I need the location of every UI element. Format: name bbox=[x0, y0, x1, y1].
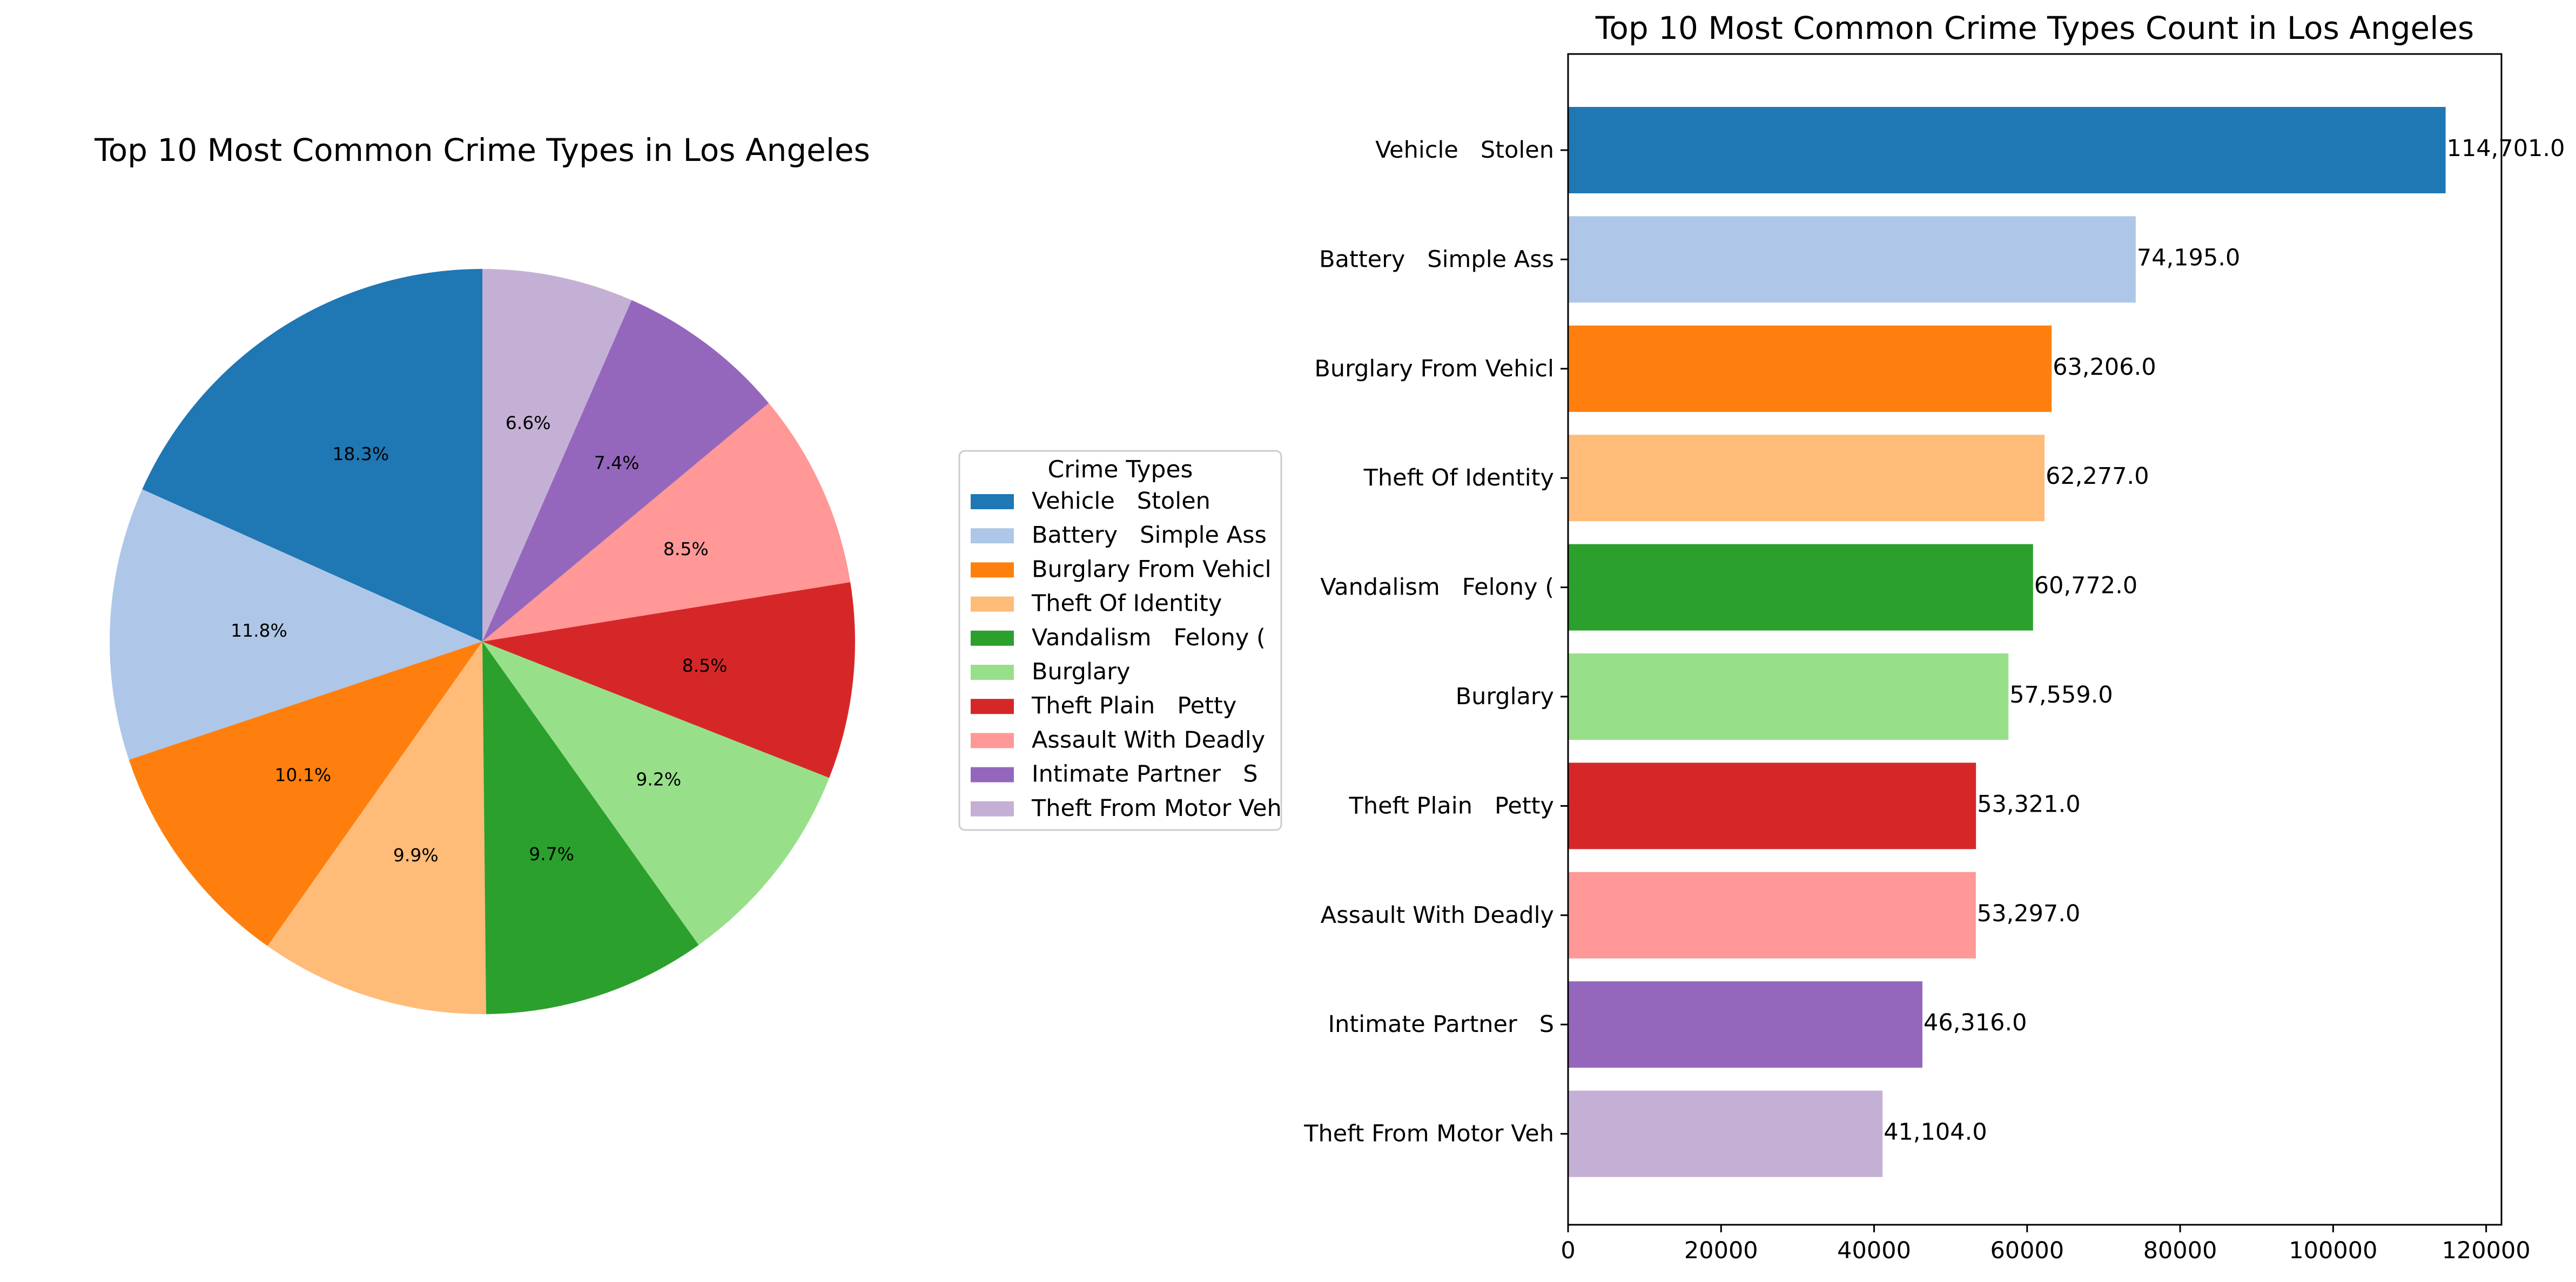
legend-title: Crime Types bbox=[1048, 456, 1193, 483]
legend-label: Theft Of Identity bbox=[1031, 590, 1222, 617]
bar-value-label: 46,316.0 bbox=[1923, 1009, 2027, 1036]
bar-vehicle-stolen bbox=[1568, 107, 2446, 193]
bar-category-label: Burglary bbox=[1456, 683, 1554, 710]
legend-swatch bbox=[971, 767, 1014, 782]
legend-label: Assault With Deadly bbox=[1032, 726, 1265, 753]
legend-swatch bbox=[971, 801, 1014, 817]
legend-swatch bbox=[971, 665, 1014, 680]
x-axis-ticks: 0 20000 40000 60000 80000 100000 120000 bbox=[1561, 1225, 2531, 1264]
pie-percent-label: 9.9% bbox=[393, 845, 439, 866]
x-tick-label: 20000 bbox=[1684, 1237, 1758, 1264]
pie-percent-label: 7.4% bbox=[594, 452, 640, 473]
bar-value-label: 41,104.0 bbox=[1884, 1119, 1987, 1146]
legend-label: Battery Simple Ass bbox=[1032, 522, 1267, 549]
legend: Crime Types Vehicle Stolen Battery Simple… bbox=[958, 450, 1282, 831]
legend-label: Burglary From Vehicl bbox=[1032, 556, 1272, 583]
pie-percent-label: 18.3% bbox=[332, 443, 389, 464]
bar-theft-of-identity bbox=[1568, 435, 2045, 522]
legend-label: Intimate Partner S bbox=[1032, 761, 1258, 788]
x-tick-label: 60000 bbox=[1990, 1237, 2064, 1264]
legend-label: Vehicle Stolen bbox=[1032, 488, 1210, 515]
pie-percent-label: 11.8% bbox=[231, 620, 287, 641]
legend-swatch bbox=[971, 494, 1014, 509]
bar-category-label: Burglary From Vehicl bbox=[1314, 355, 1554, 382]
pie-percent-labels: 18.3% 11.8% 10.1% 9.9% 9.7% 9.2% 8.5% 8.5% 7.4% 6… bbox=[231, 412, 727, 865]
bar-value-label: 74,195.0 bbox=[2137, 244, 2240, 271]
bar-category-label: Vandalism Felony ( bbox=[1320, 574, 1554, 601]
legend-swatch bbox=[971, 699, 1014, 714]
pie-slice-battery-simple-ass bbox=[110, 489, 482, 760]
bar-category-label: Intimate Partner S bbox=[1328, 1011, 1554, 1038]
legend-items: Vehicle Stolen Battery Simple Ass Burglary… bbox=[971, 488, 1282, 822]
x-tick-label: 0 bbox=[1561, 1237, 1575, 1264]
bar-category-label: Theft Of Identity bbox=[1363, 464, 1554, 491]
bar-marks bbox=[1568, 107, 2446, 1177]
bar-value-label: 62,277.0 bbox=[2046, 463, 2149, 490]
bar-burglary-from-vehicl bbox=[1568, 325, 2052, 412]
pie-slice-theft-plain-petty bbox=[482, 582, 856, 778]
pie-slice-burglary bbox=[482, 642, 830, 945]
legend-label: Theft From Motor Veh bbox=[1031, 795, 1282, 822]
pie-percent-label: 9.7% bbox=[529, 844, 574, 865]
pie-percent-label: 8.5% bbox=[663, 538, 709, 559]
pie-percent-label: 8.5% bbox=[682, 655, 728, 676]
x-tick-label: 80000 bbox=[2143, 1237, 2217, 1264]
bar-theft-plain-petty bbox=[1568, 763, 1976, 849]
bar-value-label: 60,772.0 bbox=[2034, 572, 2137, 599]
pie-slice-theft-from-motor-veh bbox=[482, 269, 632, 642]
x-tick-label: 40000 bbox=[1837, 1237, 1911, 1264]
legend-frame bbox=[958, 450, 1282, 831]
pie-percent-label: 6.6% bbox=[506, 412, 551, 433]
legend-swatch bbox=[971, 528, 1014, 544]
bar-vandalism-felony bbox=[1568, 544, 2033, 631]
bar-value-labels: 114,701.0 74,195.0 63,206.0 62,277.0 60,772.… bbox=[1884, 135, 2565, 1146]
pie-slice-vehicle-stolen bbox=[142, 269, 483, 642]
bar-theft-from-motor-veh bbox=[1568, 1090, 1883, 1177]
bar-category-label: Vehicle Stolen bbox=[1375, 137, 1554, 164]
bar-category-label: Theft Plain Petty bbox=[1349, 792, 1554, 819]
legend-swatch bbox=[971, 562, 1014, 578]
pie-slice-vandalism-felony bbox=[482, 642, 699, 1014]
bar-chart: Top 10 Most Common Crime Types Count in … bbox=[1303, 10, 2565, 1264]
bar-category-label: Battery Simple Ass bbox=[1319, 246, 1554, 273]
legend-label: Theft Plain Petty bbox=[1031, 692, 1236, 719]
legend-swatch bbox=[971, 733, 1014, 748]
bar-category-label: Assault With Deadly bbox=[1321, 902, 1554, 929]
bar-value-label: 53,321.0 bbox=[1977, 791, 2080, 818]
bar-assault-with-deadly bbox=[1568, 872, 1976, 959]
legend-label: Burglary bbox=[1032, 658, 1130, 685]
pie-slice-theft-of-identity bbox=[267, 642, 486, 1014]
bar-value-label: 57,559.0 bbox=[2009, 682, 2113, 709]
pie-slice-intimate-partner-s bbox=[482, 300, 769, 642]
legend-label: Vandalism Felony ( bbox=[1032, 624, 1266, 651]
pie-slice-burglary-from-vehicl bbox=[129, 642, 482, 946]
bar-axes-frame bbox=[1567, 53, 2503, 1226]
bar-title: Top 10 Most Common Crime Types Count in … bbox=[1595, 10, 2474, 46]
bar-value-label: 53,297.0 bbox=[1977, 900, 2080, 927]
bar-burglary bbox=[1568, 653, 2009, 740]
pie-slice-assault-with-deadly bbox=[482, 403, 851, 642]
pie-percent-label: 9.2% bbox=[636, 768, 681, 790]
pie-title: Top 10 Most Common Crime Types in Los An… bbox=[94, 132, 870, 168]
bar-category-label: Theft From Motor Veh bbox=[1303, 1121, 1554, 1148]
bar-intimate-partner-s bbox=[1568, 981, 1922, 1068]
legend-swatch bbox=[971, 630, 1014, 646]
bar-value-label: 114,701.0 bbox=[2447, 135, 2565, 162]
legend-swatch bbox=[971, 596, 1014, 612]
pie-percent-label: 10.1% bbox=[274, 765, 331, 786]
bar-value-label: 63,206.0 bbox=[2053, 354, 2156, 381]
pie-slices bbox=[110, 269, 856, 1014]
pie-chart: Top 10 Most Common Crime Types in Los An… bbox=[94, 132, 870, 1014]
x-tick-label: 100000 bbox=[2289, 1237, 2377, 1264]
bar-category-labels: Vehicle Stolen Battery Simple Ass Burglary… bbox=[1303, 137, 1568, 1148]
bar-battery-simple-ass bbox=[1568, 216, 2136, 303]
x-tick-label: 120000 bbox=[2442, 1237, 2531, 1264]
